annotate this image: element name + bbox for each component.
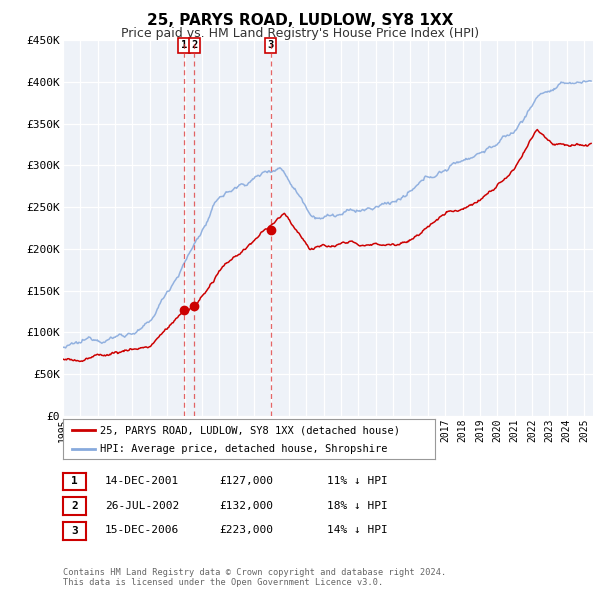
Text: £132,000: £132,000 [219, 501, 273, 510]
Text: 2: 2 [71, 502, 78, 511]
Text: Price paid vs. HM Land Registry's House Price Index (HPI): Price paid vs. HM Land Registry's House … [121, 27, 479, 40]
Text: This data is licensed under the Open Government Licence v3.0.: This data is licensed under the Open Gov… [63, 578, 383, 587]
Text: 1: 1 [71, 477, 78, 486]
Text: Contains HM Land Registry data © Crown copyright and database right 2024.: Contains HM Land Registry data © Crown c… [63, 568, 446, 576]
Text: 2: 2 [191, 40, 197, 50]
Text: 26-JUL-2002: 26-JUL-2002 [105, 501, 179, 510]
Text: 11% ↓ HPI: 11% ↓ HPI [327, 476, 388, 486]
Text: £127,000: £127,000 [219, 476, 273, 486]
Text: 3: 3 [71, 526, 78, 536]
Text: 1: 1 [181, 40, 187, 50]
Text: 18% ↓ HPI: 18% ↓ HPI [327, 501, 388, 510]
Text: 3: 3 [268, 40, 274, 50]
Text: 14-DEC-2001: 14-DEC-2001 [105, 476, 179, 486]
Text: HPI: Average price, detached house, Shropshire: HPI: Average price, detached house, Shro… [100, 444, 388, 454]
Text: 14% ↓ HPI: 14% ↓ HPI [327, 526, 388, 535]
Text: 25, PARYS ROAD, LUDLOW, SY8 1XX (detached house): 25, PARYS ROAD, LUDLOW, SY8 1XX (detache… [100, 425, 400, 435]
Text: £223,000: £223,000 [219, 526, 273, 535]
Text: 15-DEC-2006: 15-DEC-2006 [105, 526, 179, 535]
Text: 25, PARYS ROAD, LUDLOW, SY8 1XX: 25, PARYS ROAD, LUDLOW, SY8 1XX [147, 13, 453, 28]
